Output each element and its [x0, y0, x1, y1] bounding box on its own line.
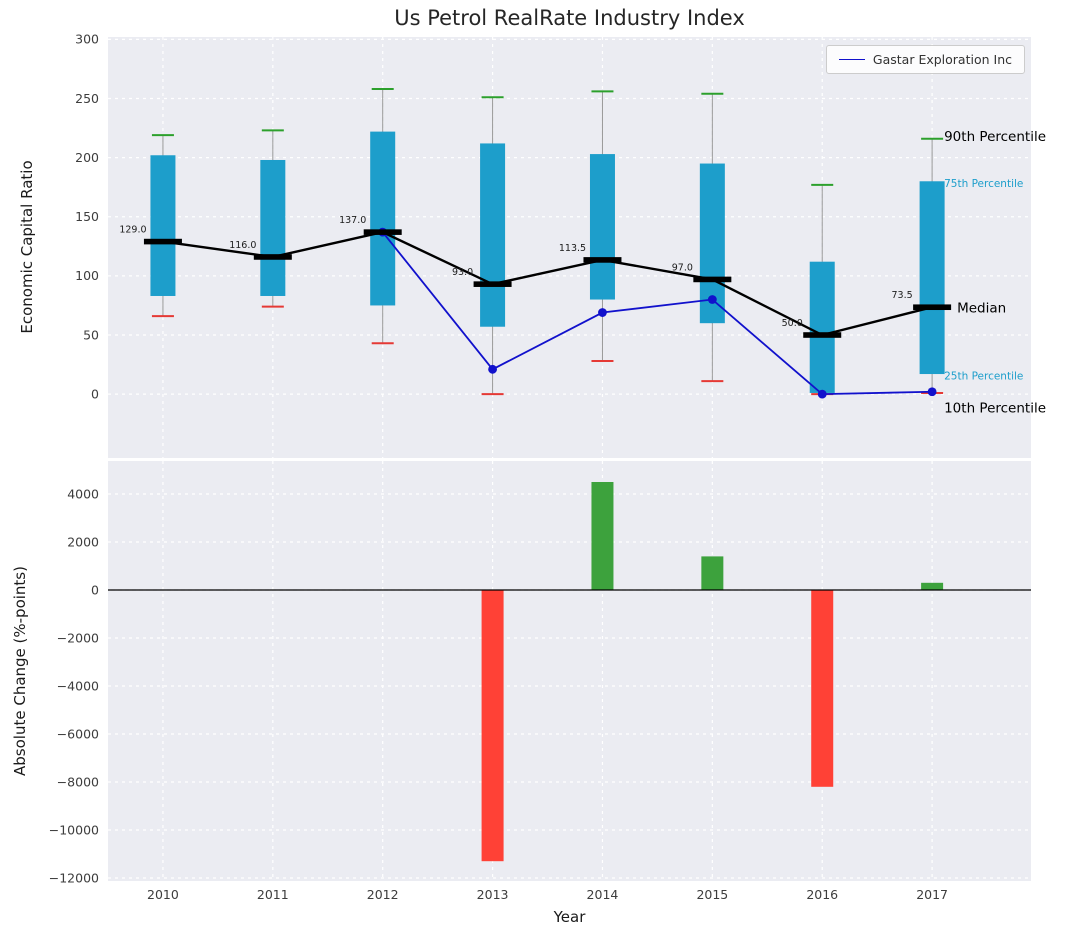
median-bar-2014: [583, 257, 622, 263]
median-bar-2015: [693, 276, 732, 283]
bottom-y-tick-label-2000: 2000: [67, 534, 99, 549]
legend-label: Gastar Exploration Inc: [872, 52, 1012, 67]
median-bar-2012: [363, 229, 402, 235]
x-tick-label-2017: 2017: [916, 887, 948, 902]
bottom-y-tick-label-4000: 4000: [67, 486, 99, 501]
median-label-2015: 97.0: [672, 262, 693, 273]
top-y-tick-label-50: 50: [83, 327, 99, 342]
annotation-median: Median: [957, 301, 1006, 317]
median-bar-2011: [253, 254, 292, 260]
median-bar-2013: [473, 281, 512, 287]
top-y-tick-label-100: 100: [75, 268, 99, 283]
change-bar-2015: [701, 556, 724, 590]
iqr-box-2014: [589, 154, 615, 300]
median-label-2013: 93.0: [452, 267, 473, 278]
median-bar-2017: [913, 304, 952, 311]
x-axis-label: Year: [553, 908, 586, 926]
median-label-2010: 129.0: [119, 225, 146, 236]
x-tick-label-2013: 2013: [477, 887, 509, 902]
annotation-10th-percentile: 10th Percentile: [944, 400, 1046, 416]
company-marker-2014: [598, 308, 607, 317]
bottom-panel-background: [108, 461, 1031, 881]
median-label-2011: 116.0: [229, 240, 256, 251]
change-bar-2013: [481, 590, 504, 862]
change-bar-2014: [591, 482, 614, 590]
change-bar-2016: [811, 590, 834, 787]
bottom-y-tick-label--2000: −2000: [57, 630, 99, 645]
iqr-box-2016: [809, 261, 835, 393]
median-bar-2016: [803, 332, 842, 338]
bottom-y-tick-label--4000: −4000: [57, 678, 99, 693]
bottom-y-tick-label-0: 0: [91, 582, 99, 597]
top-y-tick-label-0: 0: [91, 386, 99, 401]
legend: Gastar Exploration Inc: [825, 45, 1025, 74]
company-marker-2016: [817, 389, 827, 399]
iqr-box-2011: [260, 159, 286, 296]
annotation-90th-percentile: 90th Percentile: [944, 129, 1046, 145]
median-bar-2010: [143, 238, 182, 245]
iqr-box-2012: [370, 131, 396, 306]
annotation-75th-percentile: 75th Percentile: [944, 178, 1023, 190]
company-marker-2015: [707, 295, 717, 304]
x-tick-label-2016: 2016: [806, 887, 838, 902]
legend-line-sample: [838, 59, 865, 60]
median-line: [162, 230, 933, 337]
company-marker-2017: [927, 387, 937, 397]
median-label-2016: 50.0: [782, 318, 803, 329]
company-marker-2013: [488, 364, 497, 374]
iqr-box-2013: [480, 143, 506, 327]
annotation-25th-percentile: 25th Percentile: [944, 371, 1023, 383]
top-y-tick-label-250: 250: [75, 91, 99, 106]
x-tick-label-2014: 2014: [587, 887, 619, 902]
company-line: [381, 231, 933, 396]
bottom-y-tick-label--12000: −12000: [49, 870, 99, 885]
top-y-tick-label-150: 150: [75, 209, 99, 224]
top-y-tick-label-300: 300: [75, 32, 99, 47]
change-bar-2017: [921, 582, 944, 590]
x-tick-label-2010: 2010: [147, 887, 179, 902]
x-tick-label-2015: 2015: [696, 887, 728, 902]
iqr-box-2010: [150, 155, 176, 296]
bottom-y-tick-label--6000: −6000: [57, 726, 99, 741]
median-label-2017: 73.5: [892, 290, 913, 301]
top-y-tick-label-200: 200: [75, 150, 99, 165]
x-tick-label-2012: 2012: [367, 887, 399, 902]
median-label-2014: 113.5: [559, 243, 586, 254]
iqr-box-2017: [919, 181, 945, 375]
chart-title: Us Petrol RealRate Industry Index: [394, 6, 745, 30]
bottom-y-tick-label--8000: −8000: [57, 774, 99, 789]
median-label-2012: 137.0: [339, 215, 366, 226]
x-tick-label-2011: 2011: [257, 887, 289, 902]
bottom-y-tick-label--10000: −10000: [49, 822, 99, 837]
